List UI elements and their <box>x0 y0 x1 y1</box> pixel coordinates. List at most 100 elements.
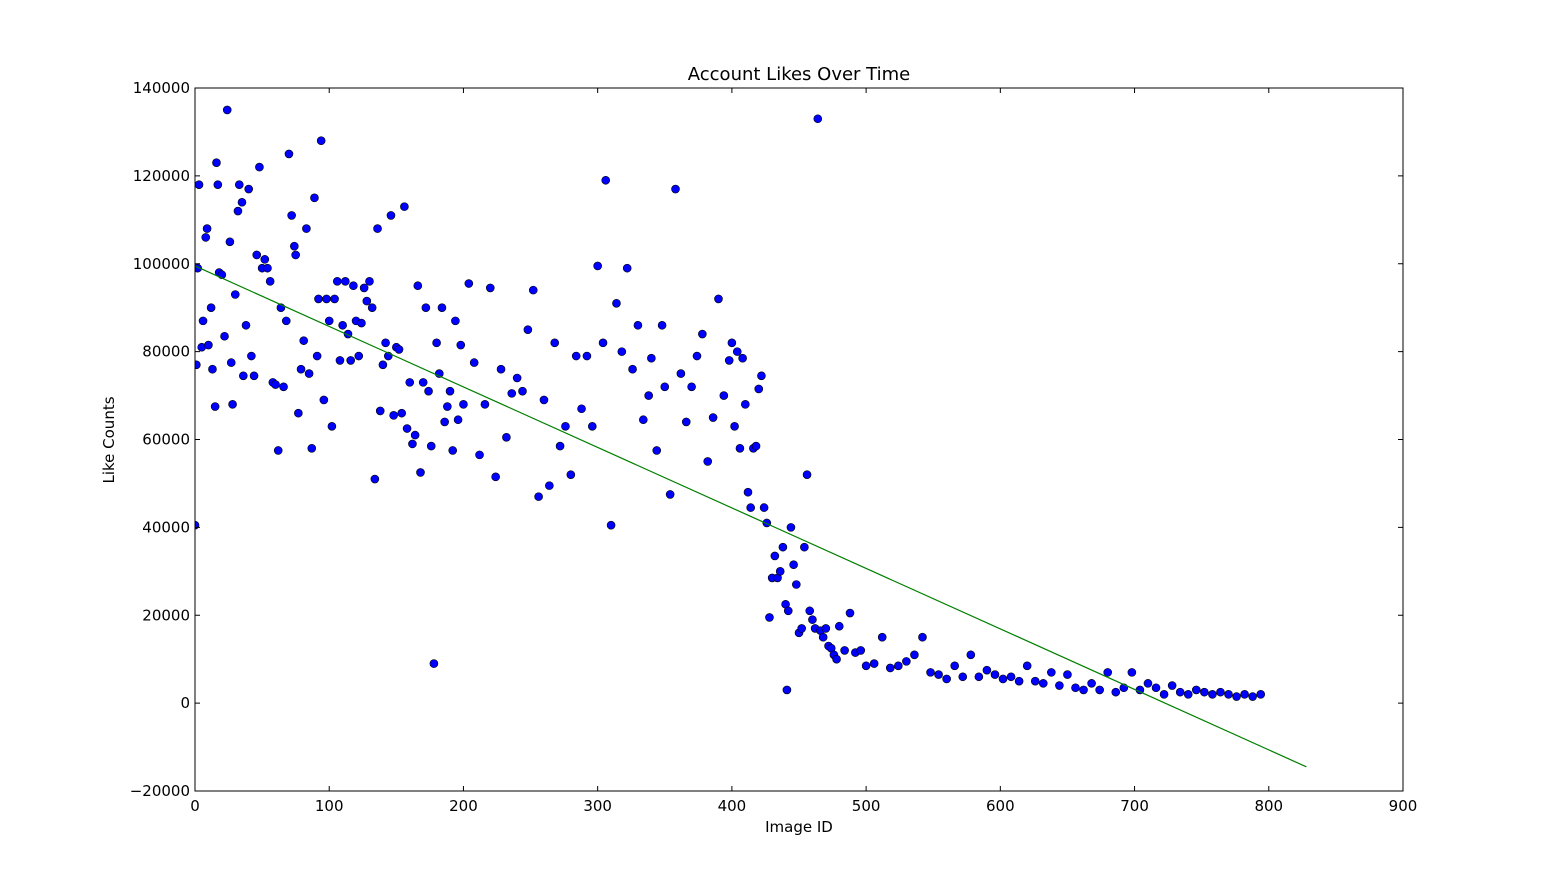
scatter-point <box>902 657 911 666</box>
scatter-point <box>571 351 581 361</box>
scatter-point <box>681 417 691 427</box>
scatter-point <box>998 674 1008 684</box>
y-tick-label: 20000 <box>142 606 190 624</box>
scatter-point <box>324 316 334 326</box>
scatter-point <box>523 325 533 334</box>
scatter-point <box>225 237 235 247</box>
scatter-point <box>290 241 299 251</box>
scatter-point <box>365 277 374 286</box>
scatter-point <box>330 294 339 304</box>
scatter-point <box>735 443 745 453</box>
scatter-point <box>255 162 264 172</box>
scatter-point <box>335 356 345 365</box>
scatter-point <box>754 384 764 394</box>
scatter-point <box>974 672 984 682</box>
scatter-point <box>271 380 280 389</box>
scatter-point <box>456 340 466 350</box>
scatter-point <box>316 136 326 146</box>
scatter-point <box>545 481 554 490</box>
scatter-point <box>244 184 253 194</box>
scatter-point <box>362 296 372 306</box>
scatter-point <box>294 408 303 418</box>
scatter-point <box>265 277 275 286</box>
scatter-point <box>714 294 723 304</box>
scatter-point <box>657 320 667 330</box>
scatter-point <box>370 474 380 484</box>
scatter-point <box>730 422 739 431</box>
scatter-point <box>727 338 737 348</box>
scatter-point <box>934 670 943 679</box>
scatter-point <box>612 298 621 308</box>
scatter-point <box>770 551 780 561</box>
scatter-point <box>805 606 815 616</box>
scatter-point <box>322 294 331 304</box>
scatter-point <box>394 345 404 354</box>
scatter-point <box>378 360 388 370</box>
scatter-point <box>582 351 592 361</box>
scatter-point <box>800 542 809 552</box>
scatter-point <box>1232 692 1241 701</box>
scatter-point <box>1111 687 1121 697</box>
scatter-point <box>671 184 680 194</box>
x-tick-label: 200 <box>449 797 478 815</box>
x-tick-label: 400 <box>718 797 747 815</box>
scatter-point <box>421 303 431 312</box>
scatter-point <box>832 654 841 664</box>
scatter-point <box>1191 685 1201 695</box>
scatter-point <box>786 523 796 532</box>
scatter-point <box>869 659 879 668</box>
scatter-point <box>226 358 236 367</box>
scatter-point <box>208 364 217 374</box>
y-tick-label: −20000 <box>130 782 190 800</box>
scatter-point <box>966 650 976 660</box>
plot-area: 0 100 200 300 400 500 600 700 800 900−20000020000… <box>130 79 1418 815</box>
scatter-point <box>724 356 734 365</box>
x-tick-label: 500 <box>852 797 881 815</box>
scatter-point <box>1240 690 1249 699</box>
scatter-point <box>210 402 220 411</box>
scatter-point <box>332 277 342 286</box>
scatter-point <box>195 180 204 189</box>
scatter-point <box>647 353 656 363</box>
scatter-point <box>429 659 439 668</box>
scatter-point <box>437 303 447 312</box>
scatter-point <box>593 261 602 271</box>
scatter-point <box>512 373 522 383</box>
scatter-point <box>802 470 812 479</box>
scatter-point <box>1006 672 1016 682</box>
scatter-point <box>400 202 409 211</box>
scatter-point <box>746 503 755 512</box>
scatter-point <box>856 646 866 655</box>
scatter-point <box>228 400 237 409</box>
scatter-point <box>566 470 576 479</box>
scatter-point <box>783 606 793 616</box>
scatter-point <box>861 661 871 671</box>
scatter-point <box>312 351 322 361</box>
chart-title: Account Likes Over Time <box>688 64 910 85</box>
scatter-point <box>233 206 243 216</box>
y-axis-label: Like Counts <box>100 396 118 483</box>
scatter-point <box>665 490 675 499</box>
scatter-point <box>1071 683 1080 693</box>
scatter-point <box>310 193 319 203</box>
scatter-point <box>222 105 232 115</box>
scatter-point <box>373 224 382 233</box>
scatter-point <box>639 415 648 425</box>
scatter-point <box>775 567 785 576</box>
scatter-point <box>507 389 517 398</box>
scatter-point <box>480 400 490 409</box>
scatter-point <box>416 468 425 477</box>
scatter-point <box>204 340 213 350</box>
scatter-point <box>818 632 828 642</box>
scatter-point <box>201 233 211 242</box>
scatter-point <box>885 663 895 673</box>
scatter-point <box>601 175 611 185</box>
scatter-point <box>284 149 294 159</box>
scatter-point <box>469 358 479 367</box>
scatter-point <box>708 413 718 422</box>
scatter-point <box>1047 668 1056 677</box>
scatter-point <box>1087 679 1096 688</box>
scatter-point <box>687 382 696 392</box>
scatter-point <box>644 391 653 400</box>
